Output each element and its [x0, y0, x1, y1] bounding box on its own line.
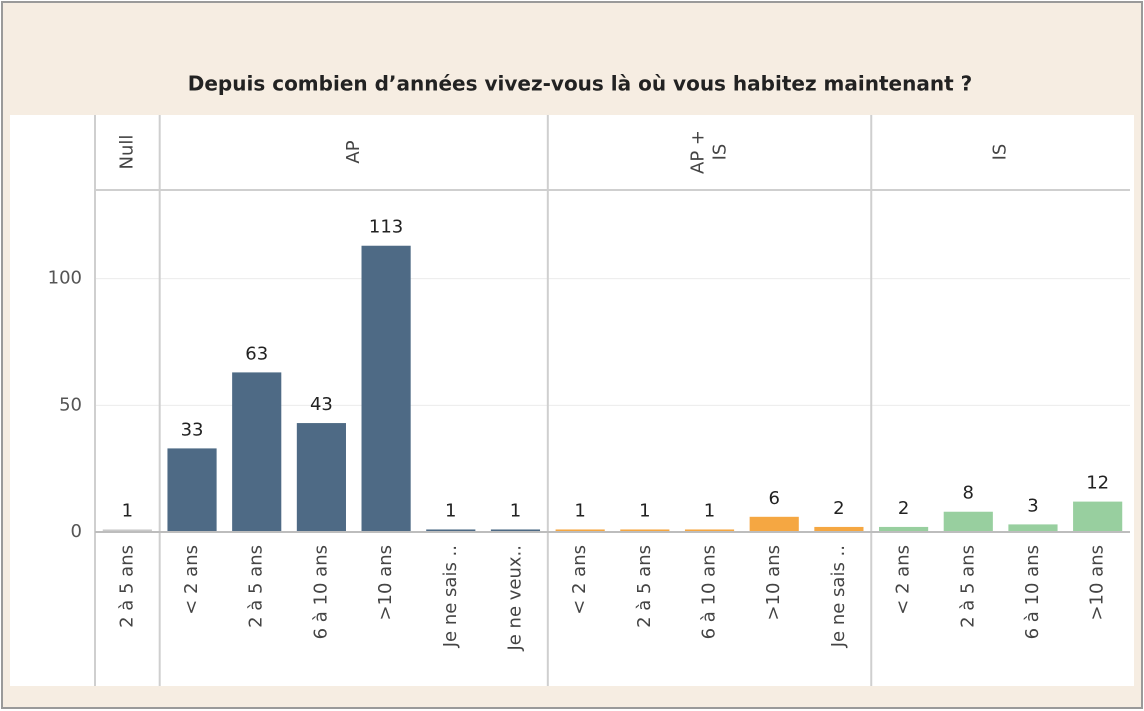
bar: [684, 529, 735, 532]
value-label: 43: [310, 394, 333, 415]
bar: [943, 511, 993, 532]
value-label: 1: [574, 500, 585, 521]
x-tick-label: >10 ans: [763, 545, 784, 621]
bar: [620, 529, 670, 532]
value-label: 33: [181, 419, 204, 440]
value-label: 12: [1086, 473, 1109, 494]
value-label: 1: [639, 500, 650, 521]
x-tick-label: < 2 ans: [893, 545, 914, 615]
value-label: 1: [445, 500, 456, 521]
y-tick-label: 0: [71, 521, 82, 542]
bar: [1008, 524, 1058, 532]
bar: [102, 529, 152, 532]
y-tick-label: 50: [59, 394, 82, 415]
x-tick-label: 2 à 5 ans: [957, 545, 978, 628]
value-label: 2: [898, 498, 909, 519]
bar: [490, 529, 541, 532]
value-label: 63: [245, 343, 268, 364]
bar: [749, 516, 799, 532]
bar: [879, 526, 929, 532]
value-label: 1: [704, 500, 715, 521]
x-tick-label: < 2 ans: [569, 545, 590, 615]
x-tick-label: >10 ans: [1087, 545, 1108, 621]
value-label: 8: [963, 483, 974, 504]
panel-header: AP +: [688, 130, 709, 174]
value-label: 1: [122, 500, 133, 521]
x-tick-label: Je ne sais ..: [440, 545, 461, 648]
panel-header: Null: [116, 135, 137, 170]
value-label: 2: [833, 498, 844, 519]
bar: [1073, 501, 1123, 532]
value-label: 3: [1027, 495, 1038, 516]
bar: [555, 529, 605, 532]
x-tick-label: Je ne sais ..: [828, 545, 849, 648]
bar: [167, 448, 217, 532]
x-tick-label: 2 à 5 ans: [634, 545, 655, 628]
x-tick-label: >10 ans: [375, 545, 396, 621]
x-tick-label: 2 à 5 ans: [246, 545, 267, 628]
panel-header: IS: [710, 144, 731, 161]
x-tick-label: 6 à 10 ans: [310, 545, 331, 639]
panel-header: IS: [990, 144, 1011, 161]
x-tick-label: < 2 ans: [181, 545, 202, 615]
x-tick-label: 6 à 10 ans: [699, 545, 720, 639]
value-label: 1: [510, 500, 521, 521]
panel-header: AP: [343, 140, 364, 163]
x-tick-label: 2 à 5 ans: [116, 545, 137, 628]
bar: [361, 245, 411, 532]
x-tick-label: Je ne veux..: [504, 545, 525, 652]
chart-title: Depuis combien d’années vivez-vous là où…: [188, 72, 972, 96]
bar: [814, 526, 864, 532]
value-label: 6: [768, 488, 779, 509]
x-tick-label: 6 à 10 ans: [1022, 545, 1043, 639]
plot-area: [10, 115, 1134, 686]
y-tick-label: 100: [48, 268, 82, 289]
bar: [232, 372, 282, 532]
bar: [296, 423, 346, 532]
value-label: 113: [369, 217, 403, 238]
bar: [426, 529, 476, 532]
